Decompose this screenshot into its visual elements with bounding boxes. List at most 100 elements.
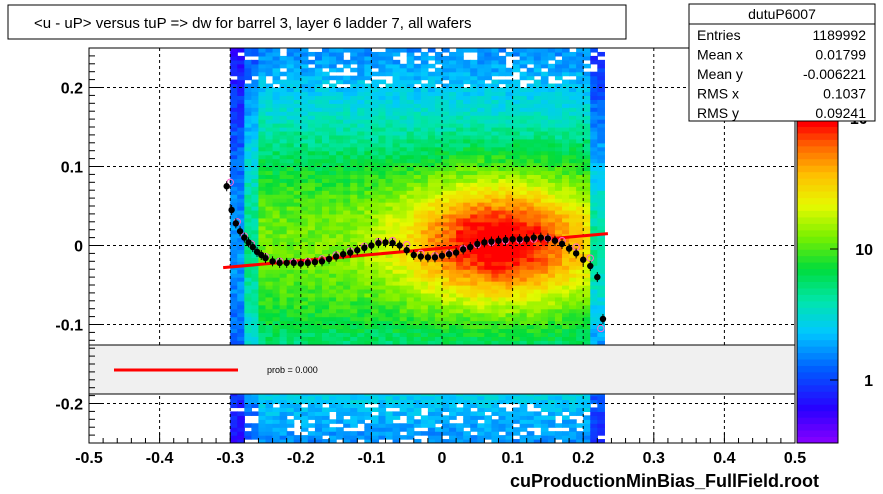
heatmap-cell bbox=[540, 427, 549, 432]
heatmap-cell bbox=[321, 48, 330, 53]
heatmap-cell bbox=[519, 249, 528, 254]
heatmap-cell bbox=[371, 241, 380, 247]
heatmap-cell bbox=[491, 237, 500, 243]
heatmap-cell bbox=[258, 217, 267, 223]
heatmap-cell bbox=[399, 134, 408, 140]
heatmap-cell bbox=[583, 225, 591, 231]
heatmap-cell bbox=[590, 213, 598, 219]
heatmap-cell bbox=[336, 296, 344, 302]
heatmap-cell bbox=[583, 292, 591, 298]
heatmap-cell bbox=[554, 170, 563, 175]
heatmap-cell bbox=[406, 83, 415, 89]
heatmap-cell bbox=[484, 225, 493, 231]
heatmap-cell bbox=[576, 265, 584, 270]
heatmap-cell bbox=[449, 423, 457, 428]
heatmap-cell bbox=[540, 217, 549, 223]
heatmap-cell bbox=[484, 142, 493, 148]
heatmap-cell bbox=[547, 51, 556, 57]
heatmap-cell bbox=[562, 154, 570, 160]
heatmap-cell bbox=[569, 51, 577, 57]
heatmap-cell bbox=[314, 261, 323, 266]
heatmap-cell bbox=[244, 229, 252, 235]
heatmap-cell bbox=[477, 178, 485, 183]
heatmap-cell bbox=[385, 59, 394, 65]
heatmap-cell bbox=[590, 194, 598, 199]
heatmap-cell bbox=[420, 273, 429, 278]
heatmap-cell bbox=[526, 308, 535, 314]
heatmap-cell bbox=[413, 292, 422, 298]
heatmap-cell bbox=[279, 253, 288, 258]
heatmap-cell bbox=[307, 435, 316, 440]
heatmap-cell bbox=[251, 115, 260, 120]
heatmap-cell bbox=[378, 269, 387, 274]
heatmap-cell bbox=[484, 138, 493, 144]
heatmap-cell bbox=[399, 423, 408, 428]
heatmap-cell bbox=[463, 99, 471, 104]
heatmap-cell bbox=[484, 71, 493, 77]
heatmap-cell bbox=[512, 142, 521, 148]
heatmap-cell bbox=[385, 99, 394, 104]
heatmap-cell bbox=[427, 288, 436, 294]
heatmap-cell bbox=[569, 186, 577, 191]
heatmap-cell bbox=[498, 320, 507, 326]
heatmap-cell bbox=[449, 130, 457, 136]
heatmap-cell bbox=[406, 103, 415, 108]
heatmap-cell bbox=[477, 221, 485, 227]
heatmap-cell bbox=[392, 399, 401, 405]
heatmap-cell bbox=[343, 95, 351, 100]
heatmap-cell bbox=[286, 411, 295, 416]
heatmap-cell bbox=[540, 304, 549, 310]
heatmap-cell bbox=[329, 127, 337, 132]
heatmap-cell bbox=[505, 174, 514, 179]
heatmap-cell bbox=[590, 241, 598, 247]
heatmap-cell bbox=[371, 233, 380, 239]
heatmap-cell bbox=[300, 71, 309, 77]
heatmap-cell bbox=[569, 225, 577, 231]
heatmap-cell bbox=[576, 403, 584, 409]
heatmap-cell bbox=[526, 225, 535, 231]
heatmap-cell bbox=[470, 99, 478, 104]
heatmap-cell bbox=[470, 261, 478, 266]
heatmap-cell bbox=[258, 316, 267, 322]
heatmap-cell bbox=[293, 206, 302, 211]
heatmap-cell bbox=[265, 332, 274, 337]
heatmap-cell bbox=[463, 150, 471, 156]
heatmap-cell bbox=[385, 91, 394, 96]
heatmap-cell bbox=[329, 75, 337, 81]
heatmap-cell bbox=[569, 419, 577, 424]
heatmap-cell bbox=[251, 150, 260, 156]
heatmap-cell bbox=[519, 423, 528, 428]
heatmap-cell bbox=[385, 190, 394, 195]
heatmap-cell bbox=[498, 202, 507, 207]
heatmap-cell bbox=[569, 249, 577, 254]
heatmap-cell bbox=[237, 103, 245, 108]
heatmap-cell bbox=[272, 178, 281, 183]
heatmap-cell bbox=[329, 130, 337, 136]
heatmap-cell bbox=[392, 411, 401, 416]
heatmap-cell bbox=[230, 395, 238, 401]
heatmap-cell bbox=[357, 316, 365, 322]
heatmap-cell bbox=[244, 158, 252, 164]
heatmap-cell bbox=[470, 123, 478, 128]
heatmap-cell bbox=[583, 269, 591, 274]
heatmap-cell bbox=[484, 312, 493, 318]
heatmap-cell bbox=[420, 237, 429, 243]
heatmap-cell bbox=[329, 162, 337, 168]
heatmap-cell bbox=[357, 261, 365, 266]
heatmap-cell bbox=[434, 439, 443, 443]
heatmap-cell bbox=[343, 206, 351, 211]
heatmap-cell bbox=[526, 340, 535, 345]
heatmap-cell bbox=[562, 253, 570, 258]
heatmap-cell bbox=[583, 395, 591, 401]
heatmap-cell bbox=[569, 213, 577, 219]
heatmap-cell bbox=[590, 190, 598, 195]
heatmap-cell bbox=[547, 225, 556, 231]
heatmap-cell bbox=[230, 209, 238, 215]
heatmap-cell bbox=[399, 312, 408, 318]
heatmap-cell bbox=[364, 304, 372, 310]
heatmap-cell bbox=[505, 182, 514, 187]
heatmap-cell bbox=[569, 277, 577, 282]
heatmap-cell bbox=[392, 403, 401, 409]
heatmap-cell bbox=[442, 312, 450, 318]
heatmap-cell bbox=[251, 79, 260, 85]
